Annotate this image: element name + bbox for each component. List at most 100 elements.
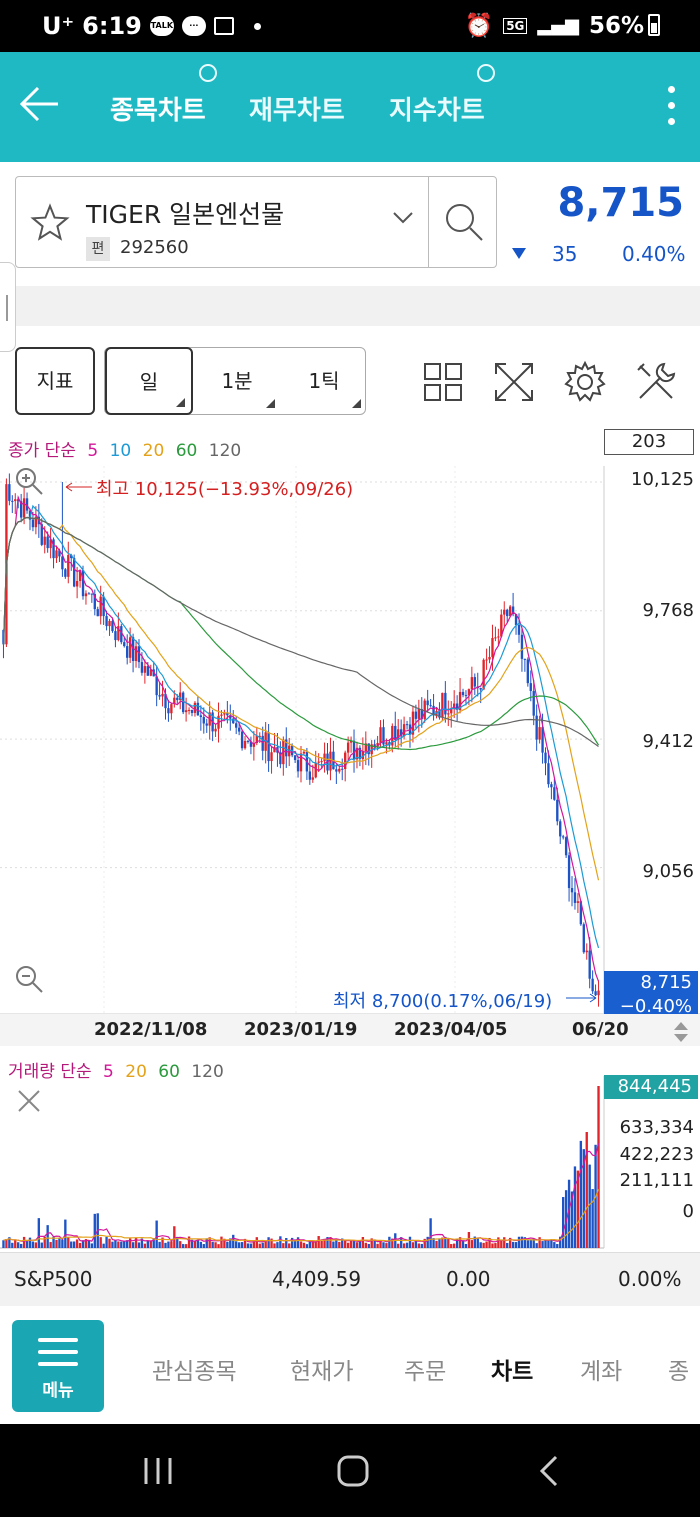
- candle-body: [473, 677, 476, 687]
- index-change-percent: 0.00%: [618, 1267, 682, 1291]
- volume-bar: [520, 1236, 524, 1248]
- volume-bar: [570, 1191, 574, 1248]
- volume-bar: [597, 1086, 600, 1248]
- tab-stock-chart[interactable]: 종목차트: [110, 96, 206, 126]
- volume-bar: [52, 1236, 55, 1248]
- nav-order[interactable]: 주문: [404, 1359, 447, 1385]
- nav-chart[interactable]: 차트: [491, 1359, 534, 1385]
- high-price-annotation: 최고 10,125(−13.93%,09/26): [96, 479, 354, 500]
- candle-body: [78, 570, 82, 582]
- zoom-in-icon[interactable]: [14, 466, 44, 496]
- price-change: 35: [552, 242, 578, 266]
- candle-body: [173, 697, 176, 705]
- close-icon[interactable]: [14, 1086, 44, 1116]
- volume-bar: [270, 1238, 273, 1248]
- tab-index-chart[interactable]: 지수차트: [389, 96, 485, 126]
- period-day-button[interactable]: 일: [105, 347, 193, 415]
- volume-bar: [276, 1242, 279, 1248]
- volume-bar: [243, 1238, 247, 1248]
- volume-bar: [473, 1236, 476, 1248]
- volume-bar: [559, 1236, 562, 1248]
- candle-body: [482, 659, 485, 690]
- stock-selector[interactable]: TIGER 일본엔선물 편 292560: [15, 176, 497, 268]
- tab-financial-chart[interactable]: 재무차트: [249, 96, 345, 126]
- menu-button[interactable]: 메뉴: [12, 1320, 104, 1412]
- volume-bar: [506, 1242, 509, 1248]
- candle-body: [358, 747, 362, 760]
- candle-body: [8, 484, 11, 501]
- candle-body: [279, 752, 282, 765]
- candle-body: [391, 725, 394, 746]
- candle-body: [364, 743, 367, 751]
- recent-apps-icon[interactable]: [140, 1456, 176, 1486]
- home-icon[interactable]: [336, 1454, 370, 1488]
- volume-bar: [405, 1242, 409, 1248]
- fullscreen-icon[interactable]: [492, 360, 536, 404]
- high-arrow: [65, 482, 92, 492]
- side-drawer-handle[interactable]: [0, 262, 16, 352]
- volume-bar: [553, 1242, 556, 1248]
- candle-body: [423, 700, 426, 720]
- candle-body: [161, 693, 164, 697]
- volume-bar: [61, 1239, 64, 1248]
- settings-gear-icon[interactable]: [563, 360, 607, 404]
- star-icon[interactable]: [30, 203, 70, 243]
- volume-bar: [72, 1241, 76, 1248]
- volume-bar: [152, 1238, 155, 1248]
- candle-body: [541, 727, 544, 753]
- candle-body: [597, 990, 600, 996]
- index-ticker-bar[interactable]: S&P500 4,409.59 0.00 0.00%: [0, 1252, 700, 1306]
- candle-body: [99, 596, 102, 617]
- volume-bar: [338, 1241, 341, 1248]
- candle-body: [252, 743, 256, 747]
- candle-body: [196, 702, 200, 716]
- candle-body: [514, 614, 518, 626]
- period-1tick-button[interactable]: 1틱: [281, 348, 367, 414]
- period-1min-button[interactable]: 1분: [193, 348, 281, 414]
- zoom-out-icon[interactable]: [14, 964, 44, 994]
- price-chart[interactable]: [0, 426, 700, 1252]
- candle-body: [314, 762, 317, 778]
- nav-account[interactable]: 계좌: [580, 1359, 623, 1385]
- candle-body: [506, 609, 509, 617]
- volume-bar: [349, 1240, 353, 1248]
- volume-bar: [34, 1242, 38, 1248]
- candle-body: [317, 761, 320, 763]
- indicator-button[interactable]: 지표: [15, 347, 95, 415]
- volume-bar: [75, 1239, 79, 1248]
- candle-body: [500, 614, 503, 637]
- nav-more[interactable]: 종: [668, 1359, 690, 1385]
- candle-body: [497, 636, 500, 638]
- carrier-label: U⁺: [42, 12, 75, 40]
- low-arrow: [566, 993, 597, 1003]
- volume-bar: [305, 1244, 309, 1248]
- nav-watchlist[interactable]: 관심종목: [152, 1359, 237, 1385]
- volume-bar: [332, 1241, 335, 1248]
- scroll-updown-icon[interactable]: [672, 1020, 690, 1044]
- candle-body: [411, 711, 415, 735]
- volume-bar: [170, 1241, 173, 1248]
- candle-body: [508, 606, 512, 617]
- candle-body: [140, 662, 144, 673]
- candle-body: [134, 646, 138, 662]
- back-icon[interactable]: [536, 1454, 562, 1488]
- candle-body: [355, 747, 359, 760]
- volume-bar: [40, 1242, 43, 1248]
- volume-bar: [561, 1197, 565, 1248]
- volume-bar: [55, 1239, 58, 1248]
- volume-bar: [438, 1238, 441, 1248]
- search-button[interactable]: [428, 177, 498, 267]
- candle-body: [352, 740, 356, 760]
- candle-body: [146, 666, 149, 676]
- chevron-down-icon[interactable]: [392, 211, 414, 225]
- volume-bar: [573, 1166, 577, 1248]
- grid-layout-icon[interactable]: [421, 360, 465, 404]
- back-arrow-icon[interactable]: [18, 82, 62, 126]
- nav-current-price[interactable]: 현재가: [290, 1359, 354, 1385]
- tools-icon[interactable]: [634, 360, 678, 404]
- volume-legend-60: 60: [158, 1062, 180, 1082]
- period-label: 1분: [221, 369, 253, 393]
- candle-count[interactable]: 203: [604, 429, 694, 455]
- volume-bar: [517, 1236, 521, 1248]
- more-menu-icon[interactable]: [668, 86, 676, 126]
